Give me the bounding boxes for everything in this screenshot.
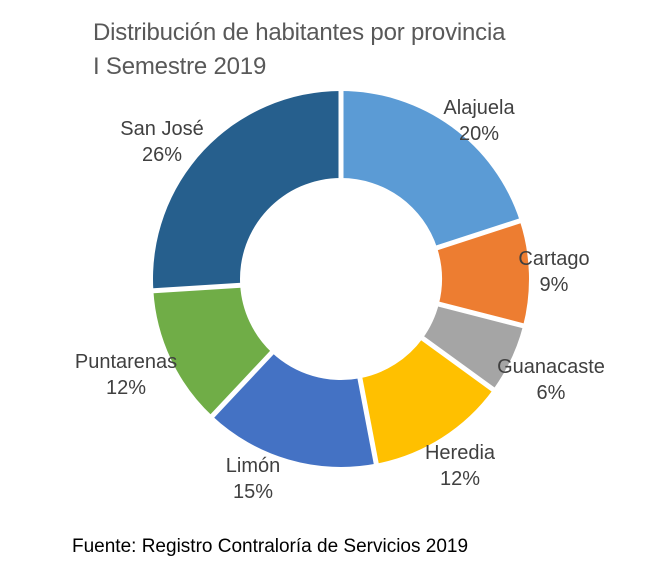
chart-title-line-1: Distribución de habitantes por provincia (93, 19, 506, 46)
slice-label-san-jose: San José 26% (120, 116, 203, 168)
slice-label-name: Cartago (518, 248, 590, 270)
slice-label-percent: 20% (458, 123, 500, 145)
slice-label-name: Heredia (424, 442, 496, 464)
slice-separator (151, 276, 342, 294)
slice-label-percent: 6% (536, 382, 566, 404)
slice-label-cartago: Cartago 9% (518, 246, 589, 298)
slice-label-guanacaste: Guanacaste 6% (497, 354, 605, 406)
donut-slice-guanacaste (422, 304, 524, 390)
donut-slice-san-jose (152, 91, 341, 291)
chart-title: Distribución de habitantes por provincia… (93, 16, 505, 84)
slice-separator (209, 277, 343, 420)
slice-separator (340, 276, 526, 329)
slice-label-percent: 26% (141, 144, 183, 166)
donut-slice-cartago (437, 220, 529, 326)
slice-label-puntarenas: Puntarenas 12% (75, 349, 177, 401)
slice-label-percent: 15% (232, 481, 274, 503)
slice-label-percent: 12% (439, 468, 481, 490)
donut-slice-limon (212, 352, 377, 468)
slice-label-percent: 9% (539, 274, 569, 296)
slice-label-name: Guanacaste (497, 356, 605, 378)
source-note: Fuente: Registro Contraloría de Servicio… (72, 536, 469, 557)
slice-label-limon: Limón 15% (226, 453, 280, 505)
slice-label-alajuela: Alajuela 20% (443, 95, 514, 147)
slice-label-name: Limón (225, 455, 281, 477)
slice-label-name: Puntarenas (74, 351, 178, 373)
slice-separator (338, 278, 380, 467)
slice-label-heredia: Heredia 12% (425, 440, 495, 492)
slice-label-percent: 12% (105, 377, 147, 399)
chart-title-line-2: I Semestre 2019 (93, 53, 267, 80)
donut-slice-heredia (359, 338, 494, 464)
slice-label-name: Alajuela (443, 97, 515, 119)
slice-label-name: San José (120, 118, 204, 140)
donut-slice-alajuela (341, 91, 520, 248)
slice-separator (340, 217, 523, 282)
slice-separator (339, 276, 497, 393)
